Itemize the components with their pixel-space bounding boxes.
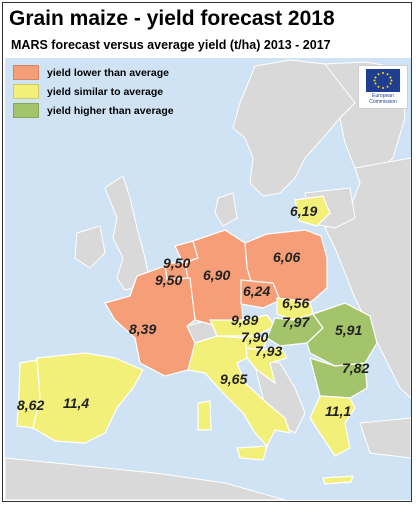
- label-poland: 6,06: [273, 249, 300, 265]
- legend-label-lower: yield lower than average: [47, 66, 169, 79]
- logo-text: European Commission: [361, 93, 405, 105]
- label-czechia: 6,24: [243, 283, 270, 299]
- legend-item-similar: yield similar to average: [13, 82, 174, 101]
- legend-label-similar: yield similar to average: [47, 85, 164, 98]
- label-romania: 5,91: [335, 322, 362, 338]
- region-italy: [187, 335, 291, 448]
- legend: yield lower than average yield similar t…: [13, 63, 174, 120]
- label-greece: 11,1: [325, 403, 351, 419]
- region-croatia: [244, 345, 288, 385]
- background-land: [5, 59, 411, 500]
- european-commission-logo: European Commission: [358, 65, 408, 109]
- logo-line1: European: [372, 93, 394, 99]
- legend-item-higher: yield higher than average: [13, 101, 174, 120]
- legend-swatch-lower: [13, 65, 39, 80]
- label-slovenia: 7,90: [241, 329, 268, 345]
- regions-layer: [16, 195, 378, 485]
- label-bulgaria: 7,82: [342, 360, 369, 376]
- europe-map: 6,19 6,06 9,50 9,50 6,90 6,24 6,56 8,39 …: [5, 58, 411, 500]
- logo-line2: Commission: [369, 98, 397, 105]
- region-sardinia: [197, 400, 212, 431]
- label-netherlands: 9,50: [163, 255, 190, 271]
- region-lithuania: [294, 195, 331, 227]
- label-italy: 9,65: [220, 371, 247, 387]
- region-czechia: [240, 279, 281, 309]
- label-austria: 9,89: [231, 312, 258, 328]
- label-lithuania: 6,19: [290, 203, 317, 219]
- eu-flag-icon: [366, 69, 400, 92]
- legend-item-lower: yield lower than average: [13, 63, 174, 82]
- map-frame: Grain maize - yield forecast 2018 MARS f…: [2, 2, 412, 502]
- label-spain: 11,4: [63, 395, 89, 411]
- label-france: 8,39: [129, 321, 156, 337]
- region-sicily: [236, 445, 268, 461]
- value-labels: 6,19 6,06 9,50 9,50 6,90 6,24 6,56 8,39 …: [17, 203, 369, 419]
- legend-label-higher: yield higher than average: [47, 104, 174, 117]
- map-subtitle: MARS forecast versus average yield (t/ha…: [11, 38, 331, 52]
- uk-ireland: [74, 175, 151, 291]
- legend-swatch-higher: [13, 103, 39, 118]
- legend-swatch-similar: [13, 84, 39, 99]
- label-croatia: 7,93: [255, 343, 282, 359]
- region-crete: [322, 475, 354, 485]
- label-portugal: 8,62: [17, 397, 44, 413]
- label-slovakia: 6,56: [282, 295, 309, 311]
- label-belgium: 9,50: [155, 272, 182, 288]
- label-germany: 6,90: [203, 267, 230, 283]
- region-greece: [309, 395, 356, 457]
- region-spain: [32, 352, 144, 444]
- label-hungary: 7,97: [282, 314, 310, 330]
- map-title: Grain maize - yield forecast 2018: [9, 7, 335, 30]
